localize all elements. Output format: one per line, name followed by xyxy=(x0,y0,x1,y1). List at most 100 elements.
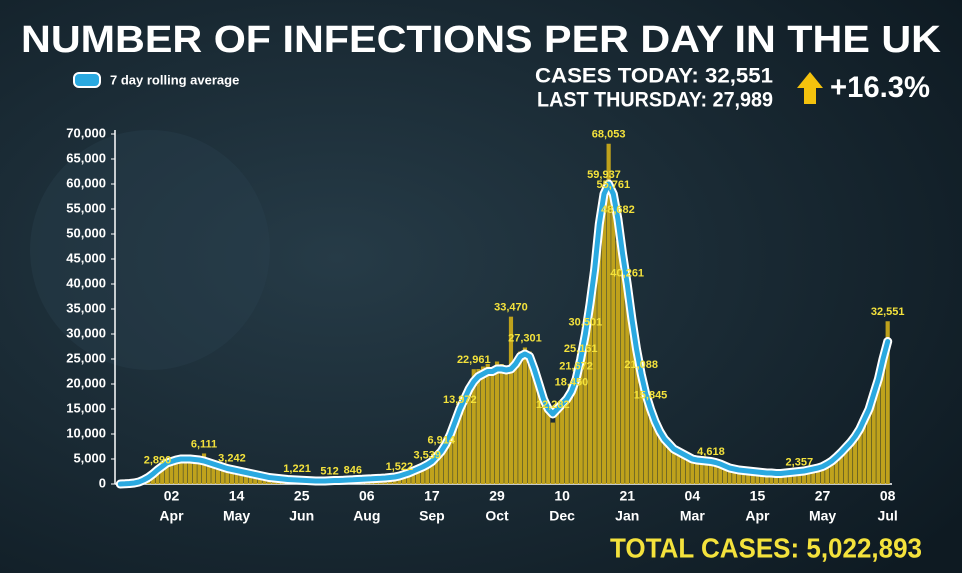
bar xyxy=(671,446,676,484)
bar xyxy=(694,459,700,484)
bar xyxy=(220,466,225,484)
x-tick-day: 27 xyxy=(815,488,831,504)
bar xyxy=(471,369,476,484)
bar xyxy=(583,331,588,484)
bar xyxy=(722,465,727,484)
bar xyxy=(480,366,486,484)
up-arrow xyxy=(797,72,823,104)
bar xyxy=(187,457,193,484)
bar xyxy=(555,406,560,484)
bar xyxy=(420,466,425,484)
x-tick-day: 02 xyxy=(164,488,180,504)
bar xyxy=(657,429,662,484)
y-tick-label: 55,000 xyxy=(66,200,106,215)
bar xyxy=(201,453,207,484)
bar xyxy=(615,240,621,484)
bar xyxy=(750,470,755,484)
y-tick-label: 20,000 xyxy=(66,375,106,390)
y-tick-label: 60,000 xyxy=(66,175,106,190)
bar xyxy=(713,461,718,484)
bar xyxy=(811,468,816,484)
bar xyxy=(690,457,695,484)
bar xyxy=(448,431,453,484)
bar xyxy=(667,441,672,484)
value-label: 12,282 xyxy=(536,399,570,411)
bar xyxy=(741,469,746,484)
value-label: 4,618 xyxy=(697,446,725,458)
x-tick-month: Jan xyxy=(615,508,639,524)
bar xyxy=(862,415,867,484)
x-tick-day: 10 xyxy=(554,488,570,504)
value-label: 25,161 xyxy=(564,343,598,355)
bar xyxy=(634,341,639,484)
bar xyxy=(504,366,509,484)
bar xyxy=(234,470,239,484)
bar xyxy=(513,359,518,484)
y-tick-label: 15,000 xyxy=(66,400,106,415)
bar xyxy=(843,445,848,484)
y-tick-label: 10,000 xyxy=(66,425,106,440)
bar xyxy=(415,468,421,484)
bar xyxy=(764,472,769,484)
bar xyxy=(620,249,625,484)
bar xyxy=(178,457,183,484)
value-label: 27,301 xyxy=(508,332,542,344)
bar xyxy=(639,378,644,484)
bar xyxy=(857,426,862,484)
bar xyxy=(425,466,430,484)
bar xyxy=(773,472,779,484)
bar xyxy=(718,463,723,484)
bar xyxy=(685,455,690,484)
x-tick-month: Jun xyxy=(289,508,314,524)
value-label: 6,914 xyxy=(427,434,455,446)
bar xyxy=(518,351,523,484)
y-tick-label: 5,000 xyxy=(73,450,106,465)
bar xyxy=(829,459,834,484)
value-label: 33,470 xyxy=(494,302,528,314)
x-tick-month: May xyxy=(809,508,836,524)
bar xyxy=(434,454,439,484)
x-tick-day: 17 xyxy=(424,488,440,504)
bar xyxy=(704,460,709,484)
cases-today: CASES TODAY: 32,551 xyxy=(535,65,773,88)
bar xyxy=(871,389,876,484)
x-tick-day: 06 xyxy=(359,488,375,504)
bar xyxy=(467,384,472,484)
bar xyxy=(606,143,611,485)
x-tick-day: 21 xyxy=(619,488,635,504)
value-label: 55,761 xyxy=(596,179,630,191)
bar xyxy=(597,209,602,484)
bar xyxy=(792,471,797,484)
bar xyxy=(536,379,541,484)
legend-label: 7 day rolling average xyxy=(110,72,239,87)
bar xyxy=(848,440,853,484)
bar xyxy=(215,464,221,484)
bar xyxy=(783,472,788,484)
bar xyxy=(797,472,802,484)
bar xyxy=(192,459,197,484)
last-thursday: LAST THURSDAY: 27,989 xyxy=(537,89,773,112)
bar xyxy=(485,364,490,484)
bar xyxy=(443,441,448,484)
bar xyxy=(825,463,830,484)
bar xyxy=(806,469,811,484)
bar xyxy=(239,471,244,484)
bar xyxy=(229,467,235,484)
y-tick-label: 70,000 xyxy=(66,125,106,140)
bar xyxy=(755,471,760,484)
bar xyxy=(676,449,681,484)
bar xyxy=(732,468,737,484)
x-tick-day: 14 xyxy=(229,488,245,504)
bar xyxy=(499,364,504,484)
value-label: 2,357 xyxy=(786,456,814,468)
bar xyxy=(197,459,202,484)
bar xyxy=(508,316,514,484)
bar xyxy=(801,470,807,484)
value-label: 15,845 xyxy=(634,390,668,402)
bar xyxy=(462,394,467,484)
line xyxy=(117,181,891,487)
bar xyxy=(183,458,188,484)
x-tick-month: Jul xyxy=(878,508,898,524)
bar xyxy=(490,369,495,484)
